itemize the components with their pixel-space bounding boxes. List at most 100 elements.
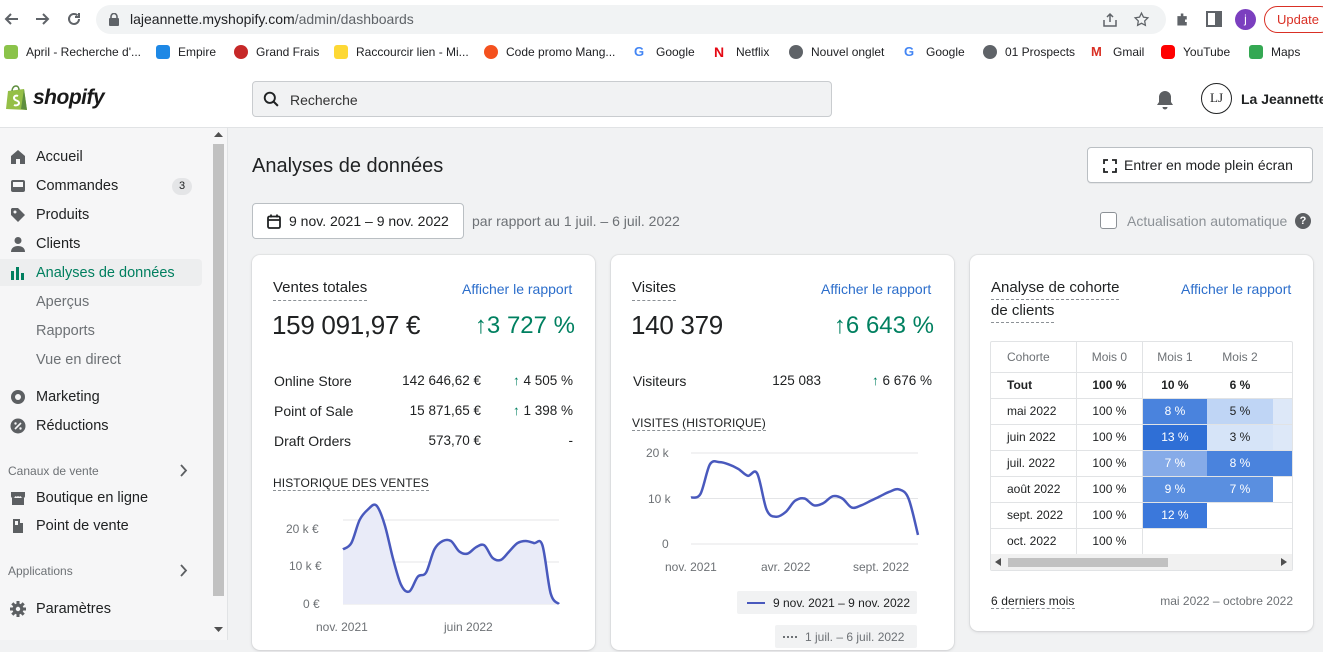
star-icon[interactable] [1133, 11, 1150, 28]
bookmark-item[interactable]: Raccourcir lien - Mi... [334, 44, 469, 60]
scrollbar-thumb[interactable] [1008, 558, 1168, 567]
cohort-header: Cohorte [991, 342, 1077, 373]
bookmark-item[interactable]: April - Recherche d'... [4, 44, 141, 60]
auto-refresh-label[interactable]: Actualisation automatique [1127, 213, 1288, 229]
bookmark-item[interactable]: N Netflix [714, 44, 770, 60]
cohort-period-label[interactable]: 6 derniers mois [991, 594, 1075, 609]
cohort-cell: 100 % [1076, 502, 1144, 529]
cohort-cell: 10 % [1142, 372, 1207, 399]
sidebar-item-commandes[interactable]: Commandes [0, 172, 202, 199]
gear-icon [10, 600, 26, 617]
bookmark-item[interactable]: Grand Frais [234, 44, 319, 60]
sidebar-item-analyses[interactable]: Analyses de données [0, 259, 202, 286]
cohort-table[interactable]: Cohorte Mois 0 Mois 1 Mois 2 Tout 100 % … [990, 341, 1293, 571]
sidebar-scrollbar[interactable] [213, 144, 224, 596]
y-tick-label: 0 € [303, 597, 320, 611]
globe-icon [983, 45, 997, 59]
calendar-icon [267, 214, 281, 229]
bookmark-item[interactable]: M Gmail [1091, 44, 1145, 59]
sidebar-subitem-rapports[interactable]: Rapports [36, 323, 95, 339]
youtube-icon [1161, 45, 1175, 59]
fullscreen-button[interactable]: Entrer en mode plein écran [1087, 147, 1313, 183]
cohort-header: Mois 2 [1206, 342, 1274, 373]
share-icon[interactable] [1102, 12, 1118, 28]
bookmark-item[interactable]: YouTube [1161, 44, 1230, 60]
cohort-horizontal-scrollbar[interactable] [991, 554, 1292, 570]
sidebar-item-accueil[interactable]: Accueil [0, 143, 202, 170]
cohort-cell [1273, 450, 1292, 477]
table-row: mai 2022 100 % 8 % 5 % [991, 398, 1292, 425]
date-range-button[interactable]: 9 nov. 2021 – 9 nov. 2022 [252, 203, 464, 239]
shopify-logo[interactable]: shopify [33, 86, 105, 109]
bookmark-item[interactable]: G Google [634, 44, 695, 59]
store-avatar[interactable]: LJ [1201, 83, 1232, 114]
sales-card-title[interactable]: Ventes totales [273, 277, 368, 301]
cohort-cell [1273, 398, 1292, 425]
cohort-cell: 8 % [1142, 398, 1207, 425]
forward-icon[interactable] [32, 9, 52, 29]
sidebar-item-produits[interactable]: Produits [0, 201, 202, 228]
home-icon [11, 149, 25, 164]
sales-row-label: Online Store [274, 373, 352, 389]
scroll-down-icon[interactable] [214, 626, 223, 633]
visits-history-title[interactable]: VISITES (HISTORIQUE) [632, 416, 766, 431]
sidepanel-icon[interactable] [1206, 11, 1222, 27]
cohort-cell: août 2022 [991, 476, 1077, 503]
sales-view-report-link[interactable]: Afficher le rapport [462, 281, 573, 297]
bookmark-item[interactable]: Code promo Mang... [484, 44, 615, 60]
update-button[interactable]: Update [1264, 6, 1323, 33]
legend-current-period[interactable]: 9 nov. 2021 – 9 nov. 2022 [737, 591, 917, 614]
sidebar-item-boutique[interactable]: Boutique en ligne [0, 484, 202, 511]
cohort-cell [1206, 502, 1274, 529]
sidebar-item-point-de-vente[interactable]: Point de vente [0, 512, 202, 539]
cohort-cell [1142, 528, 1207, 555]
sidebar-subitem-vue-en-direct[interactable]: Vue en direct [36, 352, 121, 368]
legend-previous-period[interactable]: 1 juil. – 6 juil. 2022 [775, 625, 917, 648]
y-tick-label: 10 k [648, 492, 671, 506]
cohort-cell: juin 2022 [991, 424, 1077, 451]
sales-card: Ventes totales Afficher le rapport 159 0… [252, 255, 595, 650]
sidebar-item-parametres[interactable]: Paramètres [0, 595, 202, 622]
sales-row-change: ↑ 1 398 % [512, 403, 573, 418]
bookmark-item[interactable]: Empire [156, 44, 216, 60]
visitors-row-value: 125 083 [772, 373, 821, 388]
bookmark-item[interactable]: Maps [1249, 44, 1300, 60]
bookmark-item[interactable]: 01 Prospects [983, 44, 1075, 60]
bell-icon[interactable] [1156, 90, 1174, 110]
url-field[interactable]: lajeannette.myshopify.com/admin/dashboar… [96, 5, 1166, 34]
store-name[interactable]: La Jeannette [1241, 91, 1323, 107]
arrow-up-icon: ↑ [512, 373, 524, 388]
cohort-view-report-link[interactable]: Afficher le rapport [1181, 281, 1292, 297]
back-icon[interactable] [2, 9, 22, 29]
cohort-header: Mois 0 [1076, 342, 1144, 373]
legend-swatch [783, 635, 797, 638]
scroll-left-icon[interactable] [995, 558, 1001, 566]
chevron-right-icon[interactable] [179, 464, 188, 477]
sidebar-item-clients[interactable]: Clients [0, 230, 202, 257]
cohort-cell: sept. 2022 [991, 502, 1077, 529]
reload-icon[interactable] [64, 9, 84, 29]
bookmark-item[interactable]: Nouvel onglet [789, 44, 884, 60]
visits-view-report-link[interactable]: Afficher le rapport [821, 281, 932, 297]
sales-history-title[interactable]: HISTORIQUE DES VENTES [273, 476, 429, 491]
arrow-up-icon: ↑ [833, 312, 846, 339]
chevron-right-icon[interactable] [179, 564, 188, 577]
cohort-card-title[interactable]: Analyse de cohorte de clients [991, 277, 1120, 324]
visits-card-title[interactable]: Visites [632, 277, 676, 301]
sidebar-item-reductions[interactable]: Réductions [0, 412, 202, 439]
scroll-up-icon[interactable] [214, 131, 223, 138]
search-input[interactable]: Recherche [252, 81, 832, 117]
bookmark-item[interactable]: G Google [904, 44, 965, 59]
sidebar-item-marketing[interactable]: Marketing [0, 383, 202, 410]
cohort-cell [1273, 502, 1292, 529]
profile-avatar[interactable]: j [1235, 9, 1256, 30]
cohort-cell: 12 % [1142, 502, 1207, 529]
sidebar-subitem-apercus[interactable]: Aperçus [36, 294, 90, 310]
scroll-right-icon[interactable] [1281, 558, 1287, 566]
extensions-icon[interactable] [1174, 11, 1191, 28]
maps-icon [1249, 45, 1263, 59]
help-icon[interactable]: ? [1295, 213, 1311, 229]
auto-refresh-checkbox[interactable] [1100, 212, 1117, 229]
sales-total-value: 159 091,97 € [272, 310, 421, 340]
cohort-date-range: mai 2022 – octobre 2022 [1160, 594, 1293, 608]
